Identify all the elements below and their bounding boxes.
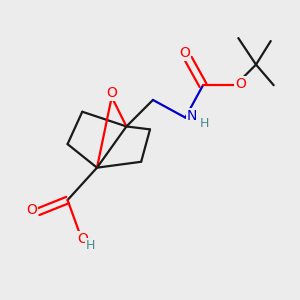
Text: O: O <box>26 203 37 218</box>
Text: O: O <box>235 77 246 91</box>
Text: H: H <box>200 117 209 130</box>
Text: O: O <box>179 46 190 60</box>
Text: H: H <box>86 239 95 252</box>
Text: N: N <box>187 109 197 123</box>
Text: O: O <box>77 232 88 246</box>
Text: O: O <box>106 85 117 100</box>
